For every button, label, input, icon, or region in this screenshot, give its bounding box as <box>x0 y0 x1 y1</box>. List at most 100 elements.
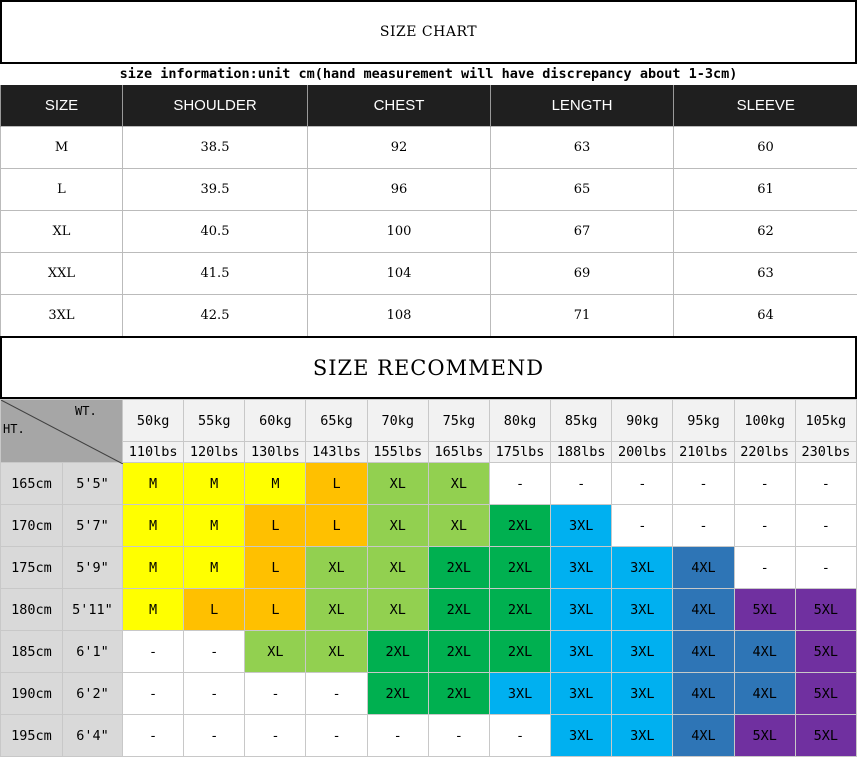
table-row: 180cm 5'11" M L L XL XL 2XL 2XL 3XL 3XL 4XL 5XL 5XL <box>0 588 857 631</box>
size-cell: L <box>305 504 368 547</box>
size-cell: 4XL <box>672 714 735 757</box>
weight-kg-header: 50kg <box>121 399 185 442</box>
size-cell: 4XL <box>733 630 796 673</box>
height-cm: 195cm <box>0 714 63 757</box>
weight-kg-header: 105kg <box>794 399 857 442</box>
measurement-table: SIZE SHOULDER CHEST LENGTH SLEEVE M 38.5 92 63 6… <box>0 85 857 337</box>
weight-kg-header: 100kg <box>733 399 796 442</box>
table-cell: 108 <box>307 293 491 337</box>
weight-kg-header: 80kg <box>488 399 552 442</box>
size-cell: XL <box>427 462 490 505</box>
size-cell: 2XL <box>488 504 552 547</box>
weight-kg-header: 95kg <box>672 399 735 442</box>
size-cell: 3XL <box>550 588 613 631</box>
table-cell: 38.5 <box>122 125 308 169</box>
height-cm: 165cm <box>0 462 63 505</box>
size-cell: - <box>488 714 552 757</box>
size-cell: 5XL <box>733 588 796 631</box>
size-cell: M <box>183 504 246 547</box>
weight-kg-header: 55kg <box>183 399 246 442</box>
table-row: M 38.5 92 63 60 <box>0 125 857 169</box>
size-cell: 4XL <box>672 630 735 673</box>
table-cell: 71 <box>490 293 674 337</box>
size-cell: - <box>244 672 307 715</box>
size-cell: - <box>672 462 735 505</box>
size-cell: 3XL <box>550 672 613 715</box>
weight-lbs-header: 200lbs <box>611 441 674 463</box>
size-cell: - <box>611 462 674 505</box>
size-cell: 3XL <box>611 546 674 589</box>
table-cell: 61 <box>673 167 857 211</box>
height-ft: 6'2" <box>62 672 123 715</box>
size-cell: - <box>794 546 857 589</box>
height-ft: 6'1" <box>62 630 123 673</box>
table-cell: 3XL <box>0 293 123 337</box>
size-cell: XL <box>366 588 429 631</box>
size-cell: L <box>244 588 307 631</box>
size-cell: - <box>733 462 796 505</box>
size-cell: M <box>183 546 246 589</box>
size-cell: 3XL <box>550 714 613 757</box>
weight-kg-header: 65kg <box>305 399 368 442</box>
size-cell: - <box>244 714 307 757</box>
weight-lbs-header: 120lbs <box>183 441 246 463</box>
height-cm: 175cm <box>0 546 63 589</box>
column-header: SHOULDER <box>122 85 308 126</box>
table-cell: 41.5 <box>122 251 308 295</box>
weight-lbs-header: 220lbs <box>733 441 796 463</box>
size-cell: XL <box>366 462 429 505</box>
size-cell: M <box>244 462 307 505</box>
size-cell: 2XL <box>488 630 552 673</box>
size-recommend-title: SIZE RECOMMEND <box>0 336 857 399</box>
table-row: 185cm 6'1" - - XL XL 2XL 2XL 2XL 3XL 3XL 4XL 4XL 5XL <box>0 630 857 673</box>
weight-lbs-header: 188lbs <box>550 441 613 463</box>
size-cell: 4XL <box>672 672 735 715</box>
size-cell: 2XL <box>427 672 490 715</box>
size-cell: L <box>244 546 307 589</box>
weight-lbs-header: 130lbs <box>244 441 307 463</box>
size-cell: - <box>183 672 246 715</box>
size-cell: XL <box>366 546 429 589</box>
size-cell: 2XL <box>488 588 552 631</box>
table-cell: 69 <box>490 251 674 295</box>
weight-kg-header: 75kg <box>427 399 490 442</box>
diagonal-line <box>1 400 123 464</box>
size-cell: - <box>488 462 552 505</box>
weight-lbs-header: 175lbs <box>488 441 552 463</box>
size-chart-subtitle: size information:unit cm(hand measuremen… <box>119 66 738 82</box>
weight-lbs-header: 143lbs <box>305 441 368 463</box>
height-ft: 5'9" <box>62 546 123 589</box>
size-cell: - <box>733 546 796 589</box>
height-ft: 5'7" <box>62 504 123 547</box>
size-recommend-table: WT. HT. 50kg 55kg 60kg 65kg 70kg 75kg 80kg 85kg… <box>0 399 857 757</box>
size-cell: M <box>121 462 185 505</box>
size-cell: M <box>183 462 246 505</box>
size-cell: - <box>305 672 368 715</box>
height-ft: 6'4" <box>62 714 123 757</box>
table-row: XXL 41.5 104 69 63 <box>0 251 857 295</box>
table-row: XL 40.5 100 67 62 <box>0 209 857 253</box>
size-cell: - <box>121 714 185 757</box>
size-cell: 2XL <box>366 630 429 673</box>
size-cell: 3XL <box>550 546 613 589</box>
table-cell: M <box>0 125 123 169</box>
size-cell: 3XL <box>611 714 674 757</box>
size-cell: 5XL <box>794 588 857 631</box>
size-cell: 2XL <box>366 672 429 715</box>
size-cell: L <box>183 588 246 631</box>
size-cell: XL <box>427 504 490 547</box>
height-cm: 185cm <box>0 630 63 673</box>
table-cell: XL <box>0 209 123 253</box>
size-cell: - <box>611 504 674 547</box>
weight-kg-header: 70kg <box>366 399 429 442</box>
table-cell: 92 <box>307 125 491 169</box>
size-chart-title: SIZE CHART <box>0 0 857 64</box>
height-ft: 5'11" <box>62 588 123 631</box>
table-cell: 42.5 <box>122 293 308 337</box>
height-ft: 5'5" <box>62 462 123 505</box>
table-cell: 104 <box>307 251 491 295</box>
size-cell: 3XL <box>611 630 674 673</box>
column-header: LENGTH <box>490 85 674 126</box>
size-cell: 2XL <box>427 546 490 589</box>
size-cell: 3XL <box>611 672 674 715</box>
